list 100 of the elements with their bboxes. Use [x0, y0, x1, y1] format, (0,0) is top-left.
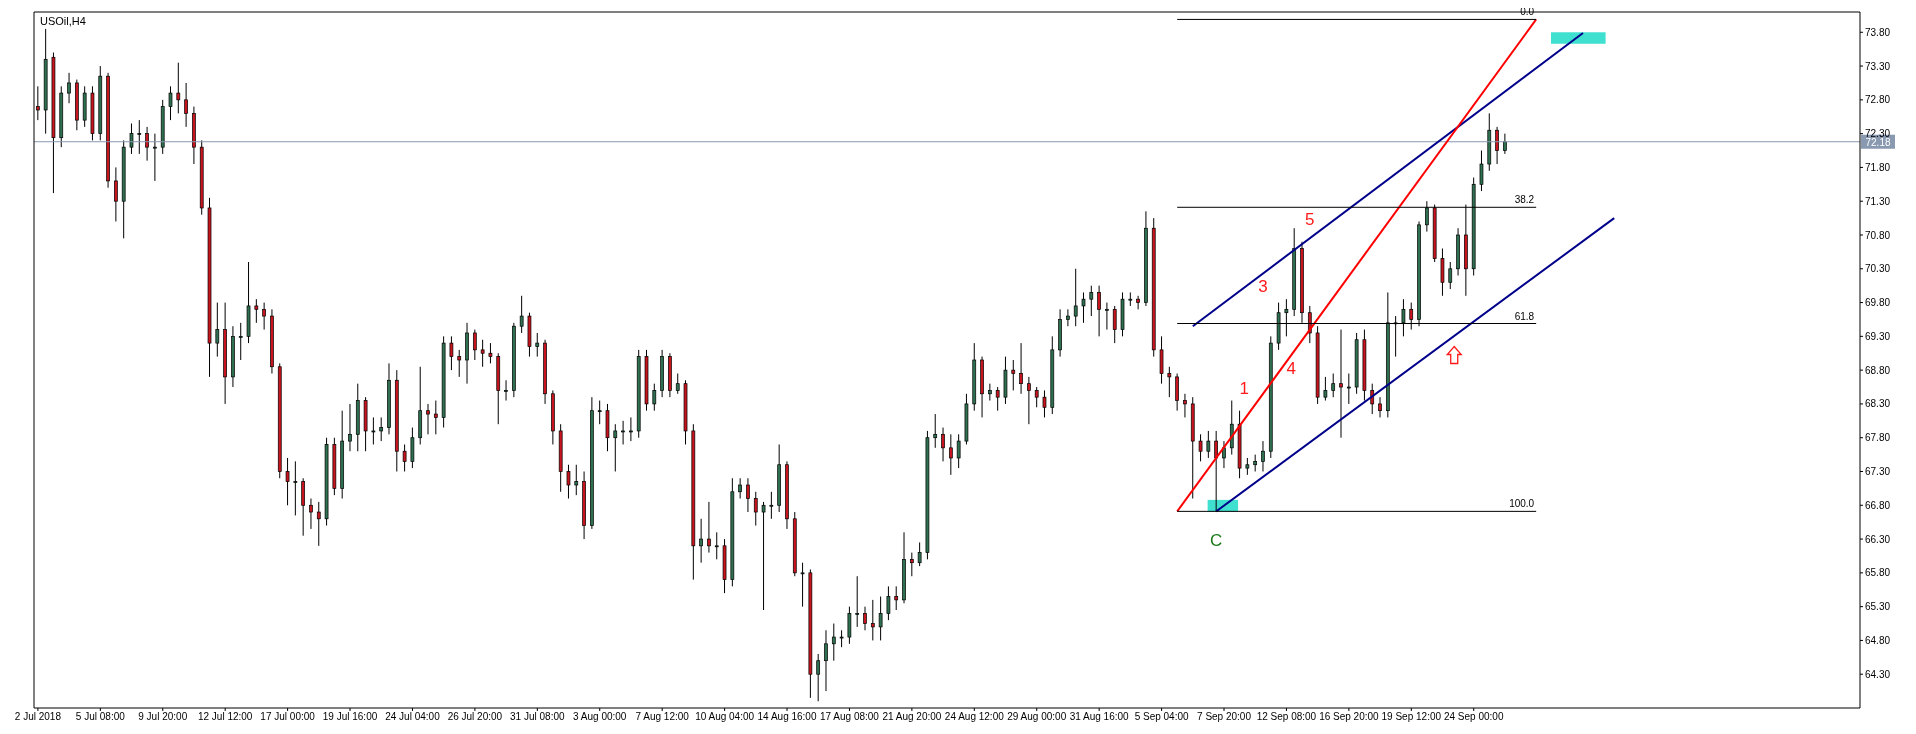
candlestick [348, 403, 352, 452]
x-tick-label: 26 Jul 20:00 [447, 711, 503, 723]
candlestick [215, 302, 220, 358]
candlestick [114, 166, 118, 222]
candlestick [948, 433, 953, 476]
candlestick [1175, 373, 1179, 412]
candlestick [1159, 335, 1164, 385]
candlestick [1206, 430, 1211, 459]
candlestick [863, 606, 867, 631]
x-tick-label: 29 Aug 00:00 [1007, 711, 1067, 723]
candlestick [995, 386, 1000, 412]
candlestick [1073, 268, 1078, 327]
candlestick [433, 400, 438, 435]
candlestick [1495, 126, 1499, 165]
y-tick-label: 71.80 [1865, 161, 1891, 173]
candlestick [1027, 376, 1031, 425]
candlestick [956, 433, 961, 469]
candlestick [504, 379, 508, 402]
candlestick [1089, 285, 1094, 317]
candlestick [1503, 133, 1507, 155]
y-tick-label: 73.80 [1865, 26, 1891, 38]
candlestick [714, 531, 719, 560]
candlestick [761, 501, 766, 611]
y-tick-label: 66.80 [1865, 499, 1891, 511]
series-label: 0.0 [1520, 6, 1535, 18]
x-tick-label: 10 Aug 04:00 [695, 711, 755, 723]
candlestick [707, 501, 711, 554]
y-tick-label: 72.80 [1865, 94, 1891, 106]
x-tick-label: 16 Sep 20:00 [1319, 711, 1380, 723]
candlestick [168, 85, 173, 121]
x-tick-label: 21 Aug 20:00 [882, 711, 942, 723]
candlestick [566, 464, 571, 500]
candlestick [855, 575, 860, 628]
candlestick [316, 501, 321, 547]
candlestick [293, 460, 298, 516]
candlestick [262, 302, 266, 331]
candlestick [652, 383, 657, 412]
y-tick-label: 70.80 [1865, 229, 1891, 241]
candlestick [426, 403, 430, 435]
annotation: 4 [1286, 358, 1296, 378]
y-tick-label: 68.30 [1865, 398, 1891, 410]
candlestick [1378, 396, 1382, 418]
candlestick [917, 541, 922, 567]
candlestick [67, 72, 71, 104]
y-tick-label: 64.30 [1865, 668, 1891, 680]
y-tick-label: 70.30 [1865, 263, 1891, 275]
x-tick-label: 19 Sep 12:00 [1381, 711, 1442, 723]
candlestick [886, 585, 891, 621]
candlestick [1261, 440, 1265, 472]
y-tick-label: 67.80 [1865, 432, 1891, 444]
candlestick [746, 477, 750, 513]
y-tick-label: 67.30 [1865, 466, 1891, 478]
candlestick [675, 373, 680, 395]
y-tick-label: 68.80 [1865, 364, 1891, 376]
candlestick [1081, 291, 1086, 324]
candlestick [184, 82, 188, 128]
candlestick [847, 606, 852, 645]
candlestick [238, 322, 243, 361]
candlestick [371, 416, 376, 445]
y-tick-label: 65.30 [1865, 601, 1891, 613]
candlestick [1346, 373, 1351, 405]
candlestick [1097, 285, 1101, 337]
candlestick [1042, 389, 1047, 418]
series-label: 100.0 [1509, 498, 1535, 510]
annotation: 1 [1239, 378, 1250, 398]
x-tick-label: 7 Sep 20:00 [1197, 711, 1252, 723]
candlestick [933, 413, 938, 449]
candlestick [1136, 295, 1140, 310]
x-tick-label: 17 Jul 00:00 [260, 711, 316, 723]
x-tick-label: 2 Jul 2018 [14, 711, 62, 723]
chart-title: USOil,H4 [40, 15, 86, 27]
x-tick-label: 3 Aug 00:00 [573, 711, 627, 723]
candlestick [410, 427, 415, 469]
y-tick-label: 64.80 [1865, 634, 1891, 646]
candlestick [1331, 373, 1336, 398]
candlestick [535, 332, 540, 358]
annotation: 3 [1258, 277, 1268, 297]
x-tick-label: 24 Aug 12:00 [944, 711, 1005, 723]
candlestick [1034, 386, 1039, 408]
candlestick [1198, 433, 1203, 462]
candlestick [894, 585, 899, 611]
y-tick-label: 69.80 [1865, 297, 1891, 309]
candlestick [824, 629, 828, 692]
x-tick-label: 14 Aug 16:00 [757, 711, 817, 723]
candlestick [285, 457, 290, 506]
y-tick-label: 73.30 [1865, 60, 1891, 72]
candlestick [129, 123, 134, 155]
candlestick [613, 423, 618, 472]
candlestick [379, 416, 384, 442]
candlestick [309, 498, 313, 530]
candlestick [301, 477, 306, 537]
candlestick [1323, 376, 1328, 402]
series-label: 61.8 [1514, 310, 1535, 322]
candlestick [145, 126, 149, 162]
candlestick [472, 329, 477, 361]
candlestick [402, 443, 407, 472]
candlestick [699, 518, 703, 564]
candlestick [1105, 302, 1109, 331]
x-tick-label: 24 Sep 00:00 [1443, 711, 1504, 723]
candlestick [449, 335, 454, 371]
